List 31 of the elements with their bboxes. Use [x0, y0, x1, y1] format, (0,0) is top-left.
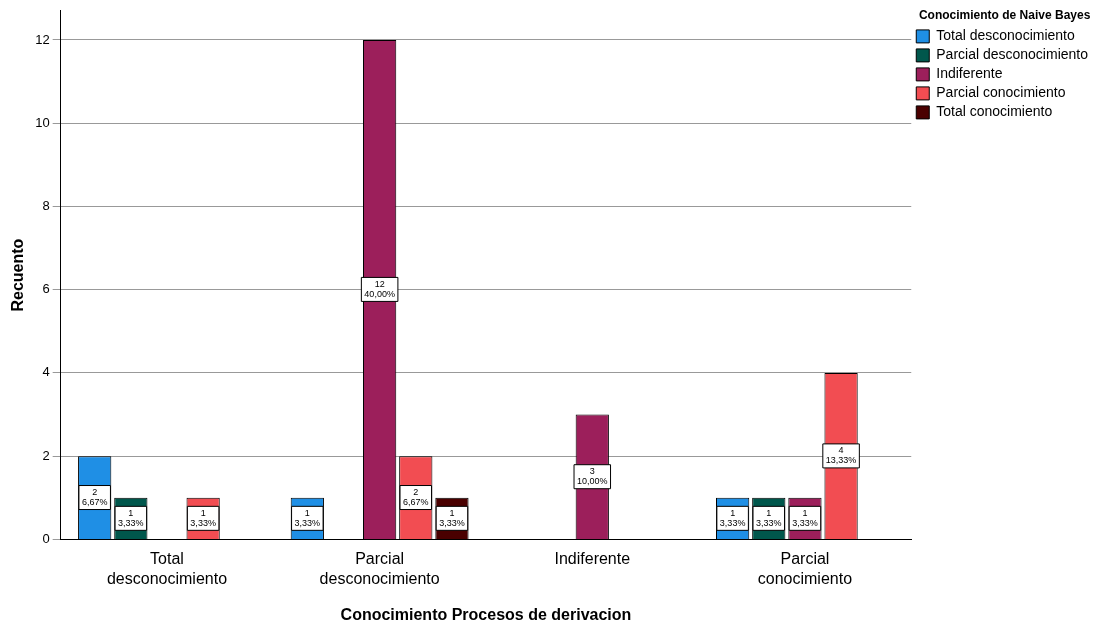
data-label: 1 3,33% [719, 507, 746, 528]
data-label: 3 10,00% [577, 466, 608, 487]
data-label: 12 40,00% [364, 278, 395, 299]
y-tick-label: 10 [35, 114, 50, 130]
data-label: 1 3,33% [190, 507, 216, 528]
y-tick-label: 8 [42, 198, 50, 213]
data-label: 1 3,33% [294, 507, 321, 528]
x-tick-label: Parcial conocimiento [757, 550, 853, 587]
data-label: 1 3,33% [118, 507, 144, 528]
y-tick-label: 4 [42, 364, 50, 380]
x-tick-label: Indiferente [554, 550, 631, 568]
data-label: 4 13,33% [825, 445, 857, 466]
y-tick-label: 0 [42, 530, 50, 546]
y-tick-label: 2 [42, 447, 50, 463]
x-tick-label: Parcial desconocimiento [319, 550, 440, 587]
data-label: 2 6,67% [403, 487, 429, 508]
y-axis-title: Recuento [9, 238, 27, 312]
legend-label: Parcial desconocimiento [936, 46, 1089, 63]
legend-label: Indiferente [936, 65, 1003, 82]
x-axis-title: Conocimiento Procesos de derivacion [340, 605, 632, 623]
legend-label: Total conocimiento [936, 103, 1053, 120]
y-tick-label: 12 [35, 31, 50, 47]
legend-title: Conocimiento de Naive Bayes [918, 8, 1091, 23]
data-label: 1 3,33% [439, 507, 465, 528]
x-tick-label: Total desconocimiento [106, 550, 228, 587]
data-label: 2 6,67% [81, 487, 108, 508]
y-tick-label: 6 [42, 281, 50, 297]
legend-label: Parcial conocimiento [936, 84, 1066, 101]
legend-label: Total desconocimiento [936, 27, 1075, 44]
data-label: 1 3,33% [756, 507, 782, 528]
data-label: 1 3,33% [792, 507, 818, 528]
